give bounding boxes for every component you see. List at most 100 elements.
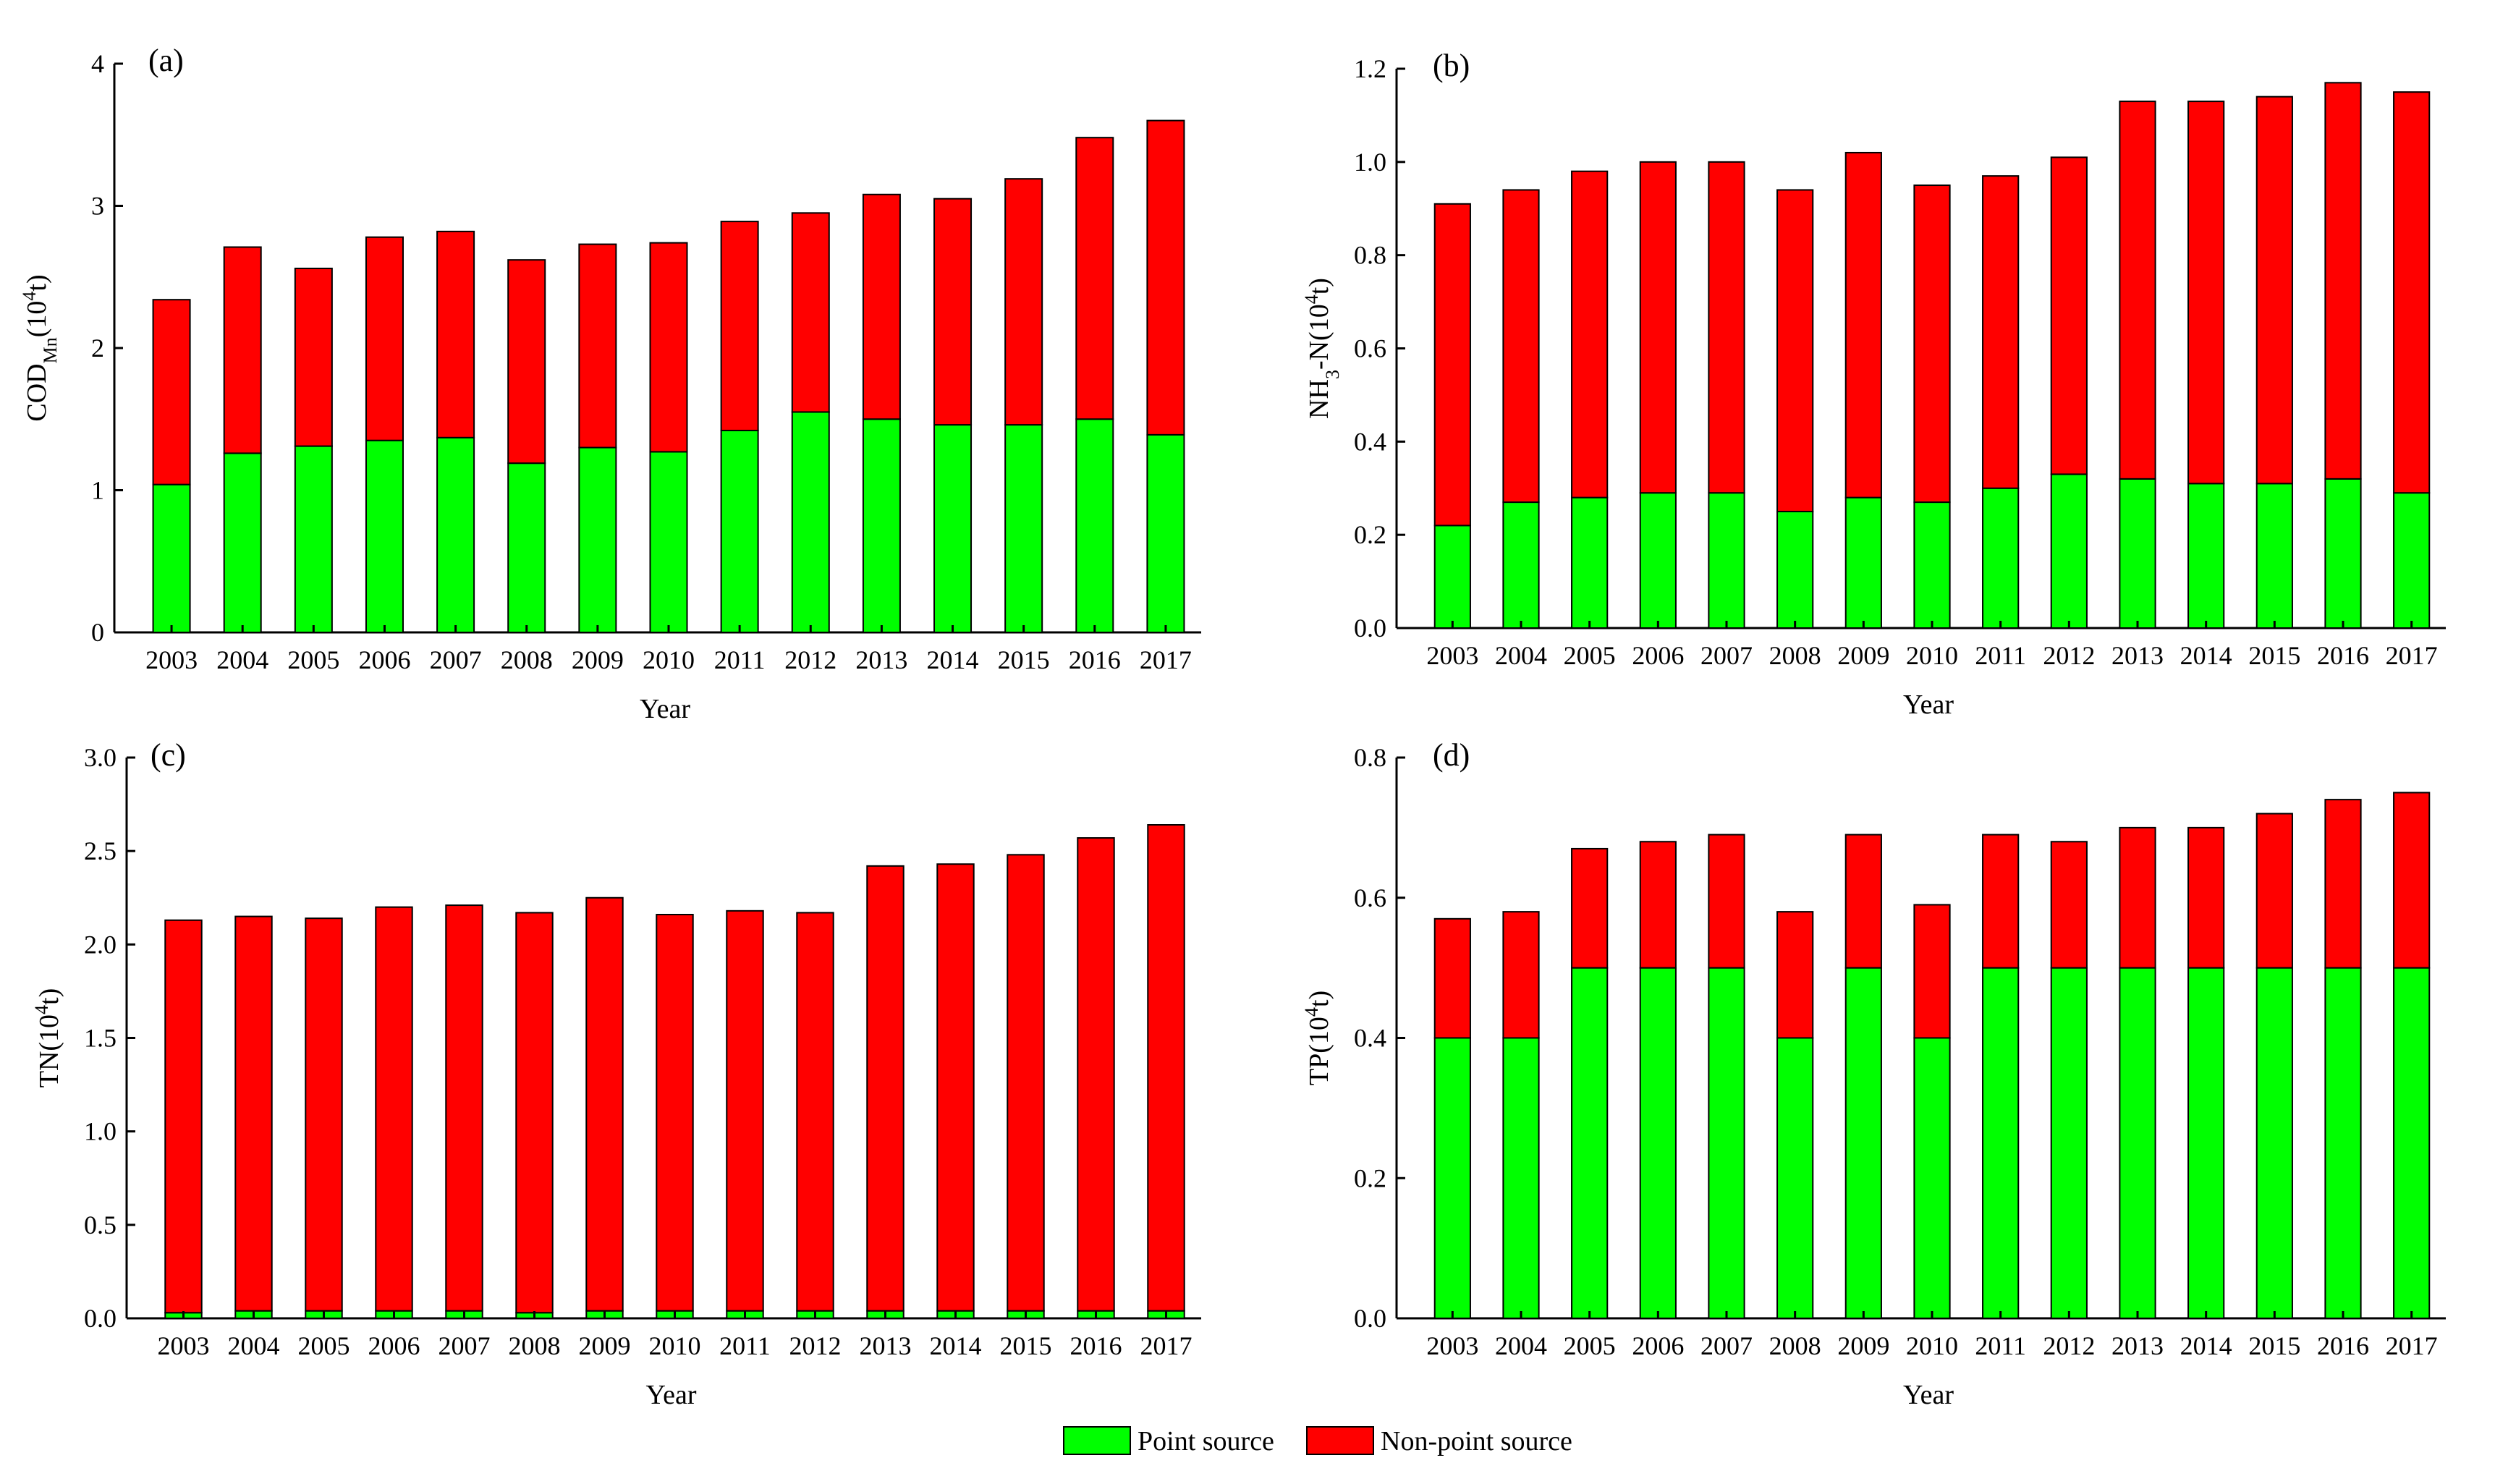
x-axis-title: Year xyxy=(1903,1380,1954,1410)
bar-nonpoint-source-2014 xyxy=(2187,101,2225,485)
x-tick-label-2015: 2015 xyxy=(2248,641,2300,670)
bar-point-source-2005 xyxy=(1571,967,1609,1319)
x-tick-label-2012: 2012 xyxy=(789,1331,842,1360)
bar-nonpoint-source-2009 xyxy=(578,243,617,449)
chart-panel-d: 0.0 0.2 0.4 0.6 0.8 2003 2004 2005 2006 2007 2008 2… xyxy=(1301,737,2446,1410)
bar-nonpoint-source-2013 xyxy=(862,193,901,420)
x-tick-label-2004: 2004 xyxy=(1495,1331,1547,1360)
x-tick-label-2003: 2003 xyxy=(1426,1331,1478,1360)
x-tick-label-2007: 2007 xyxy=(1700,1331,1753,1360)
bar-point-source-2014 xyxy=(2187,483,2225,629)
bar-point-source-2016 xyxy=(2324,967,2362,1319)
x-tick-label-2010: 2010 xyxy=(1906,1331,1958,1360)
x-tick-label-2010: 2010 xyxy=(1906,641,1958,670)
bar-nonpoint-source-2004 xyxy=(1502,911,1540,1039)
bar-nonpoint-source-2007 xyxy=(445,904,483,1312)
bar-point-source-2013 xyxy=(2119,478,2156,629)
bar-nonpoint-source-2011 xyxy=(1982,175,2020,489)
bar-nonpoint-source-2009 xyxy=(1844,834,1882,969)
bar-nonpoint-source-2010 xyxy=(649,242,688,453)
bar-point-source-2009 xyxy=(1844,967,1882,1319)
x-tick-label-2004: 2004 xyxy=(216,645,268,674)
x-tick-label-2014: 2014 xyxy=(2180,1331,2232,1360)
bar-nonpoint-source-2016 xyxy=(2324,799,2362,969)
bar-nonpoint-source-2007 xyxy=(436,230,475,438)
x-tick-label-2015: 2015 xyxy=(998,645,1050,674)
x-tick-label-2005: 2005 xyxy=(1564,641,1616,670)
x-tick-label-2006: 2006 xyxy=(1632,641,1684,670)
bar-nonpoint-source-2006 xyxy=(365,236,404,441)
y-tick-label: 2.0 xyxy=(84,930,117,959)
x-tick-label-2014: 2014 xyxy=(930,1331,982,1360)
x-axis-title: Year xyxy=(640,694,690,724)
x-tick-label-2011: 2011 xyxy=(1975,1331,2026,1360)
bar-point-source-2004 xyxy=(1502,1037,1540,1319)
y-tick-label: 0.0 xyxy=(1354,614,1386,643)
x-tick-label-2004: 2004 xyxy=(1495,641,1547,670)
bar-point-source-2006 xyxy=(365,439,404,633)
y-tick-label: 1.5 xyxy=(84,1024,117,1053)
y-tick-label: 1.0 xyxy=(84,1117,117,1146)
bar-nonpoint-source-2005 xyxy=(305,917,343,1312)
bar-point-source-2005 xyxy=(294,445,333,634)
bar-nonpoint-source-2014 xyxy=(2187,826,2225,969)
bar-point-source-2005 xyxy=(1571,496,1609,629)
bar-nonpoint-source-2011 xyxy=(1982,834,2020,969)
legend-label-nonpoint: Non-point source xyxy=(1381,1426,1572,1457)
x-tick-label-2011: 2011 xyxy=(1975,641,2026,670)
x-tick-label-2005: 2005 xyxy=(287,645,339,674)
bar-point-source-2013 xyxy=(862,418,901,633)
y-tick-label: 0.6 xyxy=(1354,334,1386,363)
bar-nonpoint-source-2015 xyxy=(2255,813,2293,969)
bar-nonpoint-source-2013 xyxy=(2119,826,2156,969)
x-tick-label-2008: 2008 xyxy=(1769,641,1821,670)
bar-nonpoint-source-2015 xyxy=(1004,178,1043,426)
bar-nonpoint-source-2008 xyxy=(1776,911,1814,1039)
x-tick-label-2017: 2017 xyxy=(2386,1331,2438,1360)
bar-nonpoint-source-2004 xyxy=(1502,189,1540,504)
bar-nonpoint-source-2005 xyxy=(1571,170,1609,499)
bar-nonpoint-source-2013 xyxy=(866,865,905,1312)
bar-point-source-2006 xyxy=(1639,492,1677,629)
bar-point-source-2011 xyxy=(720,429,759,633)
x-tick-label-2013: 2013 xyxy=(2111,1331,2164,1360)
y-tick-label: 2 xyxy=(91,334,104,362)
panel-tag: (b) xyxy=(1433,48,1470,83)
bar-nonpoint-source-2017 xyxy=(2393,792,2431,969)
y-tick-label: 3.0 xyxy=(84,743,117,772)
bar-point-source-2015 xyxy=(2255,967,2293,1319)
bar-nonpoint-source-2004 xyxy=(223,246,262,454)
x-tick-label-2015: 2015 xyxy=(1000,1331,1052,1360)
bar-nonpoint-source-2012 xyxy=(2050,841,2088,969)
x-tick-label-2016: 2016 xyxy=(2317,641,2369,670)
x-tick-label-2005: 2005 xyxy=(1564,1331,1616,1360)
legend-label-point: Point source xyxy=(1138,1426,1274,1457)
bar-point-source-2007 xyxy=(436,436,475,633)
bar-nonpoint-source-2017 xyxy=(2393,91,2431,494)
bar-point-source-2004 xyxy=(1502,501,1540,629)
x-tick-label-2007: 2007 xyxy=(430,645,482,674)
y-tick-label: 1 xyxy=(91,476,104,505)
y-tick-label: 3 xyxy=(91,192,104,221)
x-tick-label-2008: 2008 xyxy=(509,1331,561,1360)
y-axis-title: CODMn(104t) xyxy=(19,274,61,421)
bar-nonpoint-source-2004 xyxy=(234,915,273,1312)
bar-nonpoint-source-2013 xyxy=(2119,101,2156,480)
x-tick-label-2006: 2006 xyxy=(1632,1331,1684,1360)
x-tick-label-2011: 2011 xyxy=(714,645,766,674)
y-tick-label: 1.2 xyxy=(1354,54,1386,83)
x-tick-label-2009: 2009 xyxy=(572,645,624,674)
bar-nonpoint-source-2010 xyxy=(1913,185,1951,504)
y-tick-label: 0.4 xyxy=(1354,427,1386,456)
bar-point-source-2009 xyxy=(578,446,617,633)
x-tick-label-2015: 2015 xyxy=(2248,1331,2300,1360)
bar-point-source-2008 xyxy=(1776,1037,1814,1319)
panel-tag: (d) xyxy=(1433,737,1470,773)
bar-nonpoint-source-2007 xyxy=(1708,161,1745,494)
bar-nonpoint-source-2003 xyxy=(1433,203,1471,527)
y-tick-label: 4 xyxy=(91,49,104,78)
bar-point-source-2008 xyxy=(507,462,546,633)
x-tick-label-2005: 2005 xyxy=(298,1331,350,1360)
bar-point-source-2011 xyxy=(1982,487,2020,629)
x-tick-label-2003: 2003 xyxy=(1426,641,1478,670)
